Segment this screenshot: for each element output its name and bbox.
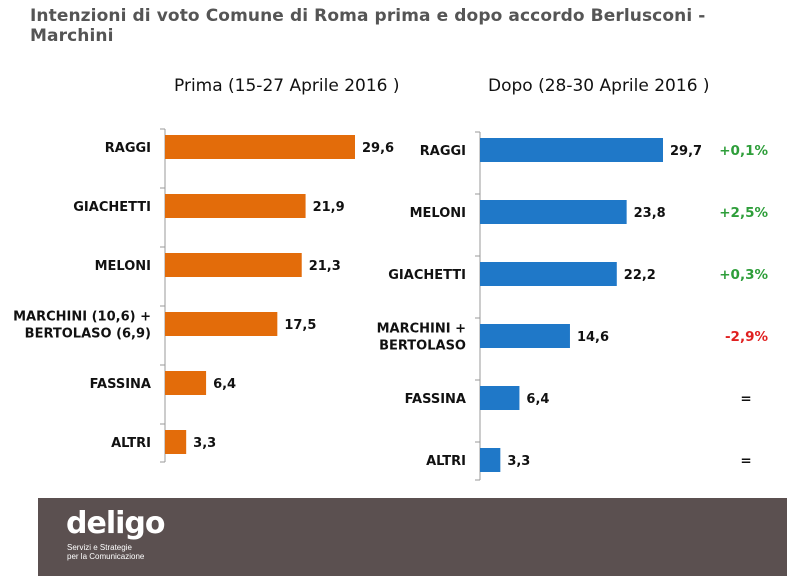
dopo-value-label-4: 6,4 <box>526 392 549 407</box>
prima-category-label-2: MELONI <box>95 259 151 274</box>
prima-category-label-1: GIACHETTI <box>73 200 151 215</box>
tagline-line-2: per la Comunicazione <box>67 552 144 561</box>
prima-bar-4 <box>165 371 206 395</box>
dopo-bar-3 <box>480 324 570 348</box>
prima-category-label-3: MARCHINI (10,6) + <box>13 310 151 325</box>
footer-banner: deligo Servizi e Strategie per la Comuni… <box>38 498 787 576</box>
prima-category-label-4: FASSINA <box>90 377 151 392</box>
dopo-category-label-1: MELONI <box>410 206 466 221</box>
dopo-difference-3: -2,9% <box>725 329 769 345</box>
dopo-bar-1 <box>480 200 627 224</box>
prima-category-label-0: RAGGI <box>105 141 151 156</box>
dopo-category-label-5: ALTRI <box>426 454 466 469</box>
prima-bar-2 <box>165 253 302 277</box>
dopo-category-label-0: RAGGI <box>420 144 466 159</box>
dopo-difference-4: = <box>740 391 751 407</box>
dopo-value-label-2: 22,2 <box>624 268 656 283</box>
deligo-logo: deligo <box>66 506 164 541</box>
dopo-category-label-3: MARCHINI + <box>377 322 466 337</box>
dopo-difference-2: +0,3% <box>719 267 768 283</box>
prima-bar-0 <box>165 135 355 159</box>
prima-bar-3 <box>165 312 277 336</box>
prima-value-label-5: 3,3 <box>193 436 216 451</box>
prima-value-label-0: 29,6 <box>362 141 394 156</box>
dopo-category-label-4: FASSINA <box>405 392 466 407</box>
prima-bar-1 <box>165 194 306 218</box>
tagline-line-1: Servizi e Strategie <box>67 543 144 552</box>
prima-value-label-3: 17,5 <box>284 318 316 333</box>
dopo-difference-0: +0,1% <box>719 143 768 159</box>
dopo-category-label-3: BERTOLASO <box>379 339 466 354</box>
dopo-difference-5: = <box>740 453 751 469</box>
dopo-bar-4 <box>480 386 519 410</box>
prima-value-label-1: 21,9 <box>313 200 345 215</box>
prima-value-label-4: 6,4 <box>213 377 236 392</box>
dopo-value-label-3: 14,6 <box>577 330 609 345</box>
dopo-bar-0 <box>480 138 663 162</box>
dopo-bar-5 <box>480 448 500 472</box>
logo-tagline: Servizi e Strategie per la Comunicazione <box>67 543 144 561</box>
dopo-value-label-5: 3,3 <box>507 454 530 469</box>
dopo-difference-1: +2,5% <box>719 205 768 221</box>
dopo-value-label-0: 29,7 <box>670 144 702 159</box>
dopo-value-label-1: 23,8 <box>634 206 666 221</box>
bar-charts: 29,6 RAGGI 21,9 GIACHETTI 21,3 MELONI 17,5 MARC… <box>0 0 800 498</box>
prima-value-label-2: 21,3 <box>309 259 341 274</box>
prima-category-label-3: BERTOLASO (6,9) <box>25 327 151 342</box>
dopo-category-label-2: GIACHETTI <box>388 268 466 283</box>
prima-bar-5 <box>165 430 186 454</box>
prima-category-label-5: ALTRI <box>111 436 151 451</box>
dopo-bar-2 <box>480 262 617 286</box>
